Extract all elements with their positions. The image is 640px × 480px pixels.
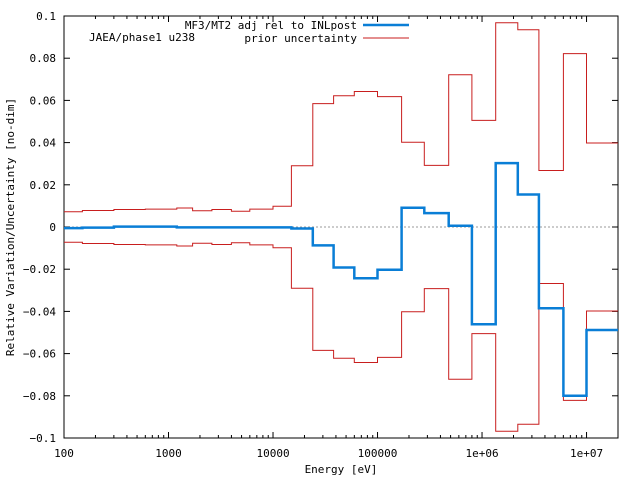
y-axis-label: Relative Variation/Uncertainty [no-dim]: [4, 98, 17, 356]
x-tick-label: 1e+07: [570, 447, 603, 460]
x-tick-label: 100: [54, 447, 74, 460]
y-tick-label: −0.04: [23, 305, 56, 318]
adjustment-line: [64, 161, 618, 398]
legend-label-adjustment: MF3/MT2 adj rel to INLpost: [185, 19, 357, 32]
x-tick-label: 1e+06: [465, 447, 498, 460]
y-tick-label: 0.06: [30, 94, 57, 107]
y-tick-label: −0.1: [30, 432, 57, 445]
y-tick-label: 0.04: [30, 137, 57, 150]
chart-title: JAEA/phase1 u238: [89, 31, 195, 44]
y-tick-label: 0.08: [30, 52, 57, 65]
y-tick-label: −0.06: [23, 348, 56, 361]
prior-uncertainty-upper-line: [64, 22, 618, 213]
x-tick-label: 100000: [358, 447, 398, 460]
legend-label-uncertainty: prior uncertainty: [244, 32, 357, 45]
y-tick-label: 0.02: [30, 179, 57, 192]
x-tick-label: 10000: [256, 447, 289, 460]
x-tick-label: 1000: [155, 447, 182, 460]
y-tick-label: −0.02: [23, 263, 56, 276]
x-axis-label: Energy [eV]: [305, 463, 378, 476]
y-tick-label: 0: [49, 221, 56, 234]
y-tick-label: 0.1: [36, 10, 56, 23]
y-tick-label: −0.08: [23, 390, 56, 403]
prior-uncertainty-lower-line: [64, 241, 618, 432]
